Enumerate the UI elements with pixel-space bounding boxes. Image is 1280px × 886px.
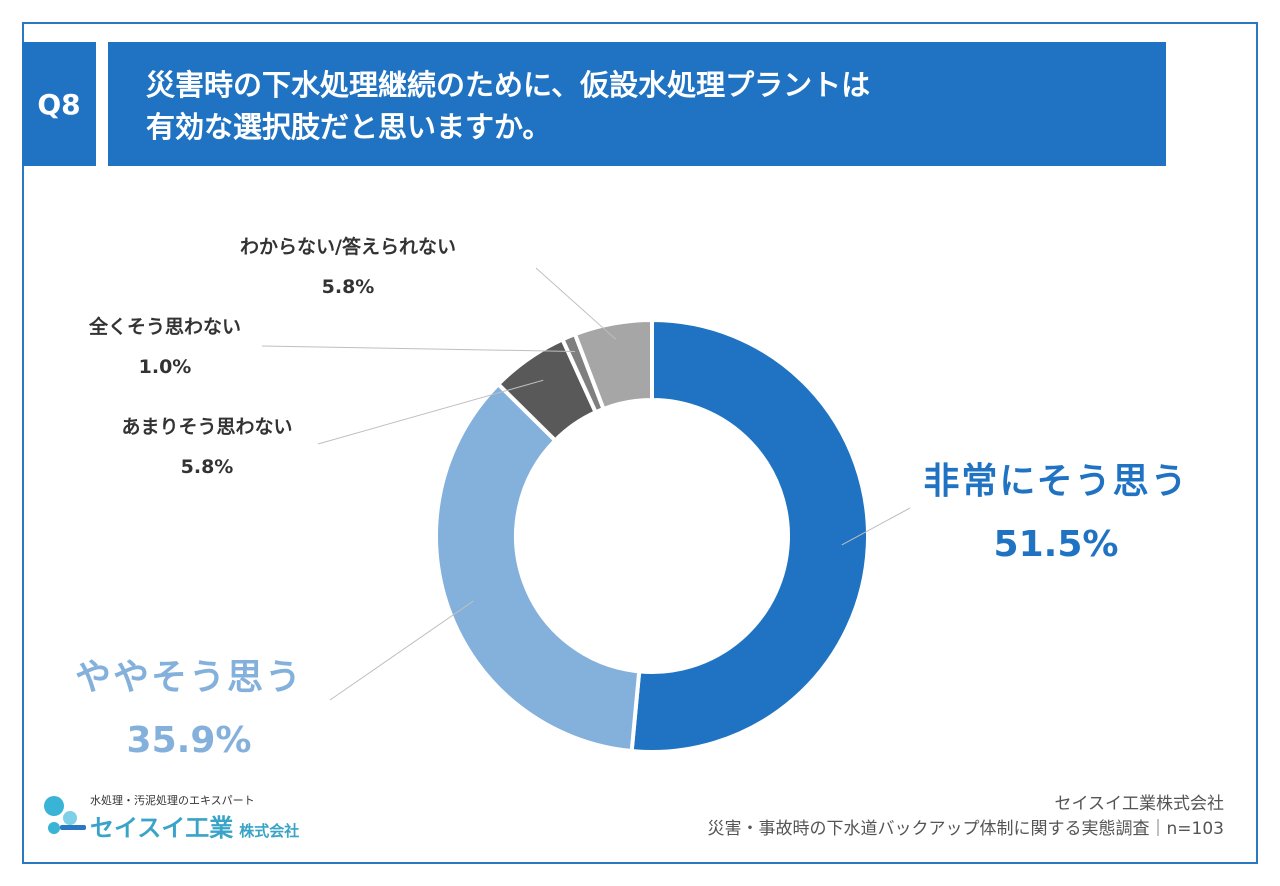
logo-tagline: 水処理・汚泥処理のエキスパート: [90, 794, 255, 807]
company-logo: 水処理・汚泥処理のエキスパート セイスイ工業 株式会社: [40, 792, 340, 842]
label-not-much: あまりそう思わない 5.8%: [96, 412, 318, 482]
value-label: 5.8%: [180, 456, 234, 478]
question-title: 災害時の下水処理継続のために、仮設水処理プラントは 有効な選択肢だと思いますか。: [108, 42, 1166, 166]
slice-somewhat: [434, 381, 642, 754]
leader-line: [535, 267, 617, 340]
label-not-at-all: 全くそう思わない 1.0%: [60, 312, 270, 382]
leader-line: [261, 345, 575, 352]
logo-mark-icon: [44, 796, 86, 834]
value-label: 51.5%: [993, 524, 1119, 565]
logo-name: セイスイ工業 株式会社: [90, 808, 299, 843]
source-note: セイスイ工業株式会社 災害・事故時の下水道バックアップ体制に関する実態調査｜n=…: [708, 792, 1224, 842]
leader-line: [329, 600, 474, 701]
category-label: 非常にそう思う: [923, 461, 1189, 502]
frame-border: [22, 22, 1258, 864]
value-label: 1.0%: [138, 356, 192, 378]
title-line-1: 災害時の下水処理継続のために、仮設水処理プラントは: [146, 68, 871, 102]
title-line-2: 有効な選択肢だと思いますか。: [146, 110, 552, 144]
slice-very-much: [629, 317, 870, 754]
label-dont-know: わからない/答えられない 5.8%: [200, 232, 496, 302]
category-label: ややそう思う: [74, 657, 303, 698]
leader-line: [841, 507, 911, 546]
question-badge: Q8: [22, 42, 96, 166]
logo-name-text: セイスイ工業: [90, 814, 234, 842]
label-somewhat: ややそう思う 35.9%: [58, 648, 320, 761]
leader-line: [317, 379, 544, 445]
source-company: セイスイ工業株式会社: [1054, 794, 1225, 814]
category-label: わからない/答えられない: [240, 236, 456, 258]
category-label: 全くそう思わない: [88, 316, 241, 338]
slice-dont-know: [572, 317, 654, 412]
source-survey: 災害・事故時の下水道バックアップ体制に関する実態調査｜n=103: [707, 819, 1224, 839]
value-label: 35.9%: [126, 720, 252, 761]
category-label: あまりそう思わない: [121, 416, 293, 438]
logo-suffix: 株式会社: [239, 822, 300, 840]
value-label: 5.8%: [321, 276, 375, 298]
label-very-much: 非常にそう思う 51.5%: [918, 452, 1194, 565]
